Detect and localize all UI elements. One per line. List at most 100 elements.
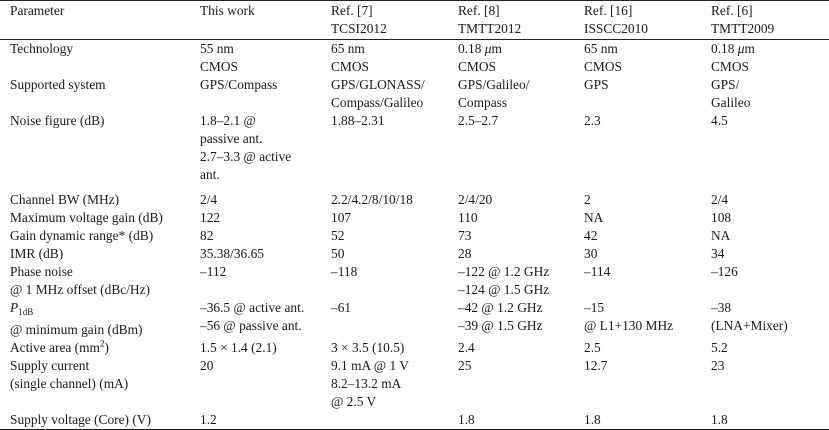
value-cell: 5.2 [711, 339, 829, 357]
cell-line: Technology [10, 41, 74, 56]
cell-line: Phase noise [10, 264, 73, 279]
header-cell: Ref. [8] TMTT2012 [458, 1, 584, 40]
cell-line: Active area (mm2) [10, 338, 109, 355]
value-cell: 2 [584, 191, 711, 209]
cell-line: 2.2/4.2/8/10/18 [331, 192, 413, 207]
table-row: P1dB @ minimum gain (dBm) –36.5 @ active a… [0, 299, 829, 339]
value-cell: 0.18 μm CMOS [458, 40, 584, 77]
cell-line: –124 @ 1.5 GHz [458, 282, 550, 297]
table-row: Noise figure (dB) 1.8–2.1 @ passive ant. 2.… [0, 112, 829, 191]
cell-line: –39 @ 1.5 GHz [458, 318, 543, 333]
value-cell: –42 @ 1.2 GHz –39 @ 1.5 GHz [458, 299, 584, 339]
value-cell: 2.5–2.7 [458, 112, 584, 191]
value-cell: 107 [331, 209, 458, 227]
cell-line: –42 @ 1.2 GHz [458, 300, 543, 315]
table-header: Parameter This work Ref. [7] TCSI2012 Ref. [… [0, 0, 829, 40]
cell-line: 1.8 [584, 412, 601, 427]
table-body: Technology 55 nm CMOS 65 nm CMOS 0.18 μm CMOS 6… [0, 40, 829, 430]
value-cell: –114 [584, 263, 711, 299]
value-cell: 52 [331, 227, 458, 245]
cell-line: 110 [458, 210, 478, 225]
table-row: Active area (mm2) 1.5 × 1.4 (2.1) 3 × 3.5 … [0, 339, 829, 357]
value-cell: 34 [711, 245, 829, 263]
cell-line: 25 [458, 358, 472, 373]
cell-line: Maximum voltage gain (dB) [10, 210, 163, 225]
cell-line: 30 [584, 246, 598, 261]
parameter-cell: Supply current (single channel) (mA) [0, 357, 200, 411]
cell-line: CMOS [584, 59, 622, 74]
cell-line: ant. [200, 167, 220, 182]
value-cell: GPS/Galileo [711, 76, 829, 112]
cell-line: GPS [584, 77, 609, 92]
cell-line: –126 [711, 264, 738, 279]
cell-line: 42 [584, 228, 598, 243]
value-cell: –118 [331, 263, 458, 299]
value-cell: 23 [711, 357, 829, 411]
cell-line: 12.7 [584, 358, 608, 373]
header-cell: Ref. [7] TCSI2012 [331, 1, 458, 40]
table-row: Supply current (single channel) (mA) 20 9.1… [0, 357, 829, 411]
value-cell: –61 [331, 299, 458, 339]
cell-line: 73 [458, 228, 472, 243]
cell-line: 4.5 [711, 113, 728, 128]
header-cell-line: Ref. [7] [331, 3, 373, 18]
value-cell: GPS/Compass [200, 76, 331, 112]
value-cell: –38 (LNA+Mixer) [711, 299, 829, 339]
value-cell: –112 [200, 263, 331, 299]
value-cell: 0.18 μm CMOS [711, 40, 829, 77]
cell-line: 2/4 [200, 192, 218, 207]
cell-line: 1.8 [711, 412, 728, 427]
header-cell-line: ISSCC2010 [584, 21, 648, 36]
parameter-cell: P1dB @ minimum gain (dBm) [0, 299, 200, 339]
parameter-cell: IMR (dB) [0, 245, 200, 263]
cell-line: 3 × 3.5 (10.5) [331, 340, 405, 355]
value-cell: 30 [584, 245, 711, 263]
value-cell: 55 nm CMOS [200, 40, 331, 77]
cell-line: NA [711, 228, 731, 243]
table-row: Phase noise @ 1 MHz offset (dBc/Hz) –112 –1… [0, 263, 829, 299]
cell-line: Gain dynamic range* (dB) [10, 228, 154, 243]
cell-line: –114 [584, 264, 611, 279]
cell-line: 2 [584, 192, 591, 207]
value-cell: 65 nm CMOS [584, 40, 711, 77]
cell-line: GPS/Galileo/ [458, 77, 530, 92]
parameter-cell: Active area (mm2) [0, 339, 200, 357]
cell-line: 1.8 [458, 412, 475, 427]
value-cell: 28 [458, 245, 584, 263]
value-cell: 42 [584, 227, 711, 245]
value-cell: 108 [711, 209, 829, 227]
cell-line: 2.3 [584, 113, 601, 128]
value-cell: 1.88–2.31 [331, 112, 458, 191]
header-cell-line: TMTT2009 [711, 21, 775, 36]
value-cell: NA [711, 227, 829, 245]
parameter-cell: Phase noise @ 1 MHz offset (dBc/Hz) [0, 263, 200, 299]
value-cell: 73 [458, 227, 584, 245]
table-row: Supported system GPS/Compass GPS/GLONASS/C… [0, 76, 829, 112]
cell-line: P1dB [10, 300, 34, 317]
cell-line: @ minimum gain (dBm) [10, 322, 143, 337]
cell-line: 28 [458, 246, 472, 261]
value-cell: 2/4 [711, 191, 829, 209]
cell-line: 65 nm [584, 41, 618, 56]
cell-line: GPS/ [711, 77, 740, 92]
parameter-cell: Channel BW (MHz) [0, 191, 200, 209]
header-cell-line: TMTT2012 [458, 21, 522, 36]
cell-line: 122 [200, 210, 221, 225]
cell-line: –56 @ passive ant. [200, 318, 302, 333]
header-cell-line: Ref. [8] [458, 3, 500, 18]
cell-line: @ 2.5 V [331, 394, 377, 409]
header-cell: Ref. [16] ISSCC2010 [584, 1, 711, 40]
cell-line: 23 [711, 358, 725, 373]
cell-line: 2/4/20 [458, 192, 493, 207]
parameter-cell: Supported system [0, 76, 200, 112]
value-cell: –126 [711, 263, 829, 299]
cell-line: –36.5 @ active ant. [200, 300, 305, 315]
cell-line: 1.2 [200, 412, 217, 427]
cell-line: 108 [711, 210, 732, 225]
cell-line: 55 nm [200, 41, 234, 56]
value-cell [331, 411, 458, 430]
cell-line: CMOS [711, 59, 749, 74]
value-cell: 1.8 [458, 411, 584, 430]
